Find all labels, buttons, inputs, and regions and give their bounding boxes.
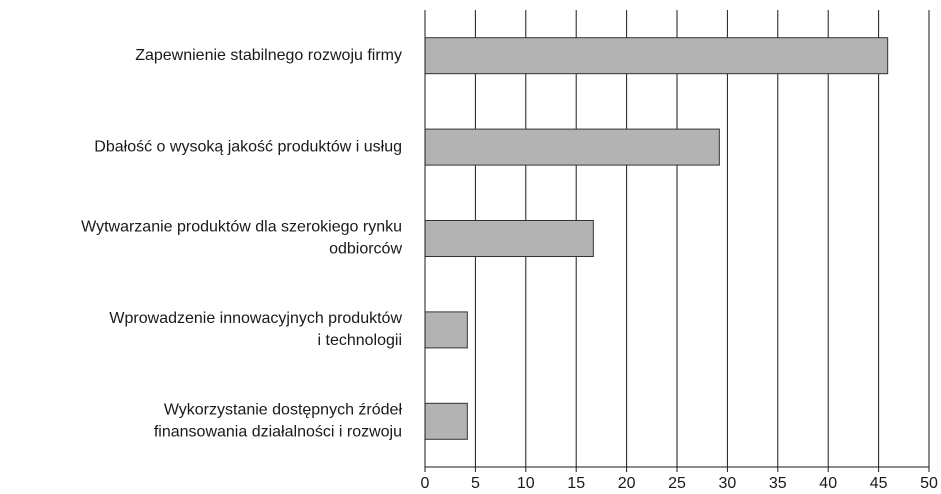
y-tick-label: Dbałość o wysoką jakość produktów i usłu… [94,138,402,155]
bar [424,128,720,166]
x-tick-label: 0 [421,475,430,492]
x-tick-label: 40 [819,475,837,492]
label-line: finansowania działalności i rozwoju [154,424,402,441]
x-tick-label: 25 [668,475,686,492]
x-tick-label: 35 [769,475,787,492]
x-tick-label: 30 [719,475,737,492]
label-line: Wykorzystanie dostępnych źródeł [164,402,403,419]
x-tick-label: 10 [517,475,535,492]
bar [424,37,889,75]
label-line: odbiorców [329,241,402,258]
y-tick-label: Zapewnienie stabilnego rozwoju firmy [135,47,402,64]
x-tick-label: 20 [618,475,636,492]
x-tick-label: 15 [567,475,585,492]
label-line: i technologii [318,332,403,349]
x-tick-label: 45 [870,475,888,492]
x-tick-label: 50 [920,475,938,492]
bar [424,311,468,349]
x-tick-label: 5 [471,475,480,492]
label-line: Wytwarzanie produktów dla szerokiego ryn… [81,219,402,236]
y-tick-label: Wytwarzanie produktów dla szerokiego ryn… [81,219,402,258]
y-tick-label: Wykorzystanie dostępnych źródeł finansowa… [154,402,403,441]
label-line: Wprowadzenie innowacyjnych produktów [109,310,402,327]
y-tick-label: Wprowadzenie innowacyjnych produktów i te… [109,310,402,349]
bar [424,402,468,440]
bar [424,220,594,257]
